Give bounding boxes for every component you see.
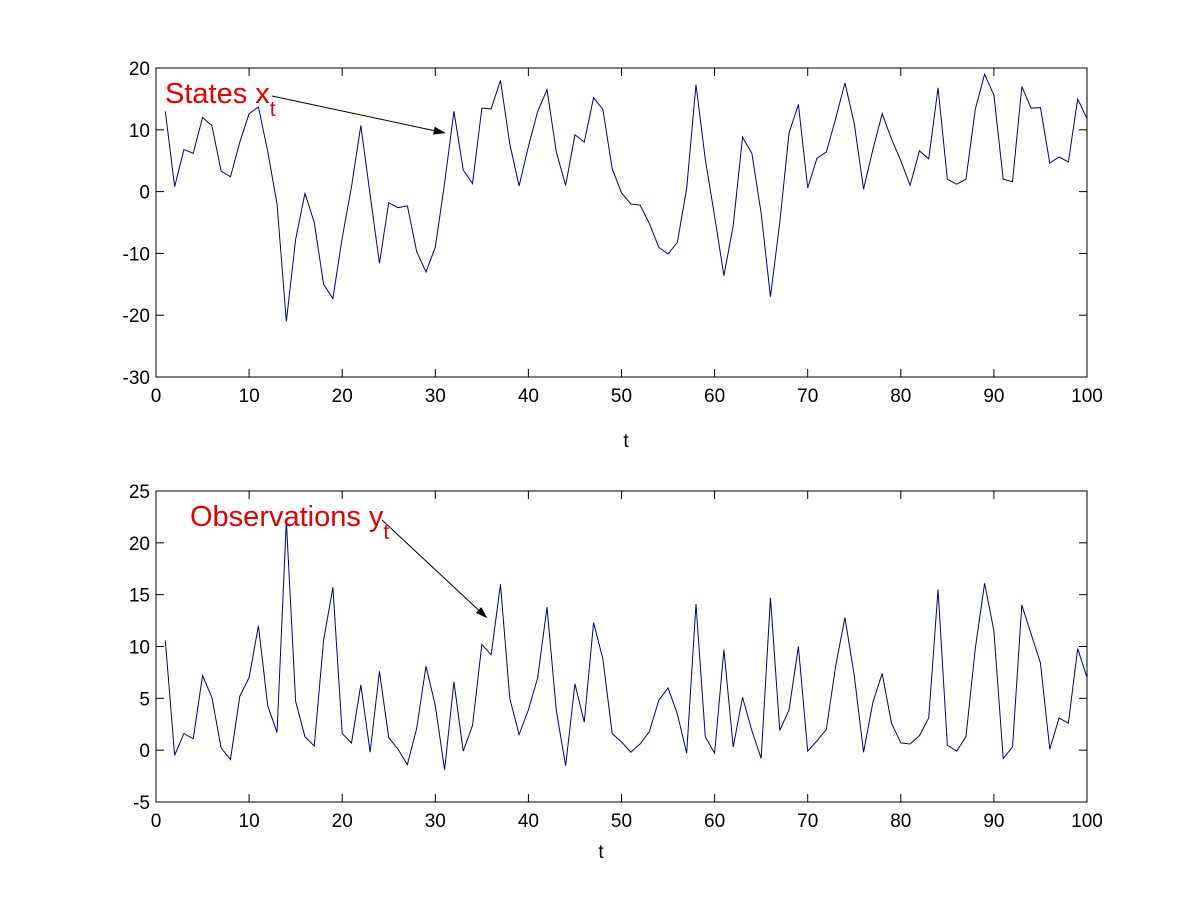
x-tick-label: 100 [1071,386,1103,407]
annotation-label: States xt [165,78,276,121]
annotation-arrow [271,95,446,135]
y-tick-label: -30 [123,368,150,389]
y-tick-label: -20 [123,306,150,327]
x-tick-label: 70 [797,811,818,832]
x-tick-label: 60 [704,386,725,407]
y-tick-label: 10 [129,638,150,659]
x-tick-label: 40 [518,811,539,832]
y-tick-label: 0 [139,183,150,204]
x-tick-label: 50 [611,386,632,407]
x-axis-label: t [598,842,604,863]
x-tick-label: 80 [890,811,911,832]
series-line [164,72,1088,322]
x-tick-label: 20 [332,811,353,832]
x-tick-label: 90 [983,811,1004,832]
states-plot: 0 10 20 30 40 50 60 70 80 90 100 -30 -20 -10 0 10 20 t Sta… [123,59,1103,452]
y-tick-label: 0 [139,741,150,762]
series-line [164,521,1088,770]
y-tick-label: 10 [129,121,150,142]
x-tick-label: 20 [332,386,353,407]
y-tick-label: -5 [133,793,150,814]
x-tick-label: 10 [239,811,260,832]
y-tick-label: 20 [129,534,150,555]
annotation-arrow [381,519,488,619]
x-tick-label: 10 [239,386,260,407]
x-tick-label: 50 [611,811,632,832]
x-tick-label: 0 [151,386,162,407]
y-tick-label: 15 [129,586,150,607]
x-tick-label: 90 [983,386,1004,407]
observations-plot: 0 10 20 30 40 50 60 70 80 90 100-50510152025tObser… [129,482,1103,863]
axes-box [155,67,1088,378]
x-axis-label: t [623,431,629,452]
y-tick-label: 25 [129,482,150,503]
x-tick-label: 70 [797,386,818,407]
x-tick-label: 30 [425,386,446,407]
y-tick-label: 20 [129,59,150,80]
y-tick-label: -10 [123,244,150,265]
x-tick-label: 40 [518,386,539,407]
axes-box [155,490,1088,803]
x-tick-label: 0 [151,811,162,832]
annotation-label: Observations yt [190,501,389,544]
y-tick-label: 5 [139,689,150,710]
x-tick-label: 30 [425,811,446,832]
x-tick-label: 60 [704,811,725,832]
x-tick-label: 80 [890,386,911,407]
x-tick-label: 100 [1071,811,1103,832]
